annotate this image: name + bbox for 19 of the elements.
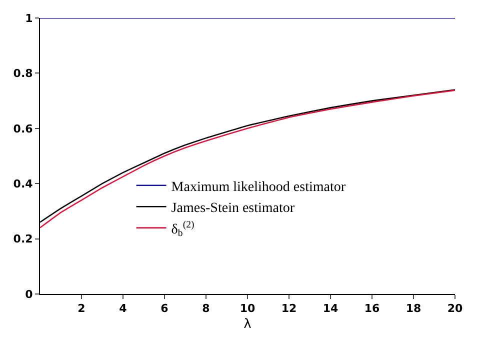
y-tick-label: 0.2 [13, 232, 33, 246]
x-tick-label: 6 [160, 302, 169, 316]
y-tick-label: 0.6 [13, 122, 34, 136]
legend-label: Maximum likelihood estimator [171, 180, 346, 195]
x-tick-label: 12 [281, 302, 297, 316]
x-tick-label: 14 [322, 302, 338, 316]
y-tick-label: 0.8 [13, 67, 33, 80]
x-tick-label: 2 [78, 302, 86, 316]
y-tick-label: 1 [25, 12, 33, 25]
x-tick-label: 4 [119, 302, 128, 316]
y-tick-label: 0 [25, 288, 34, 301]
x-tick-label: 16 [364, 302, 380, 316]
x-tick-label: 18 [406, 302, 422, 316]
x-tick-label: 10 [240, 302, 256, 316]
y-tick-label: 0.4 [13, 177, 34, 190]
x-tick-label: 8 [202, 302, 210, 316]
legend-label: James-Stein estimator [171, 201, 295, 216]
x-axis-title: λ [244, 316, 252, 332]
x-tick-label: 20 [447, 302, 463, 316]
